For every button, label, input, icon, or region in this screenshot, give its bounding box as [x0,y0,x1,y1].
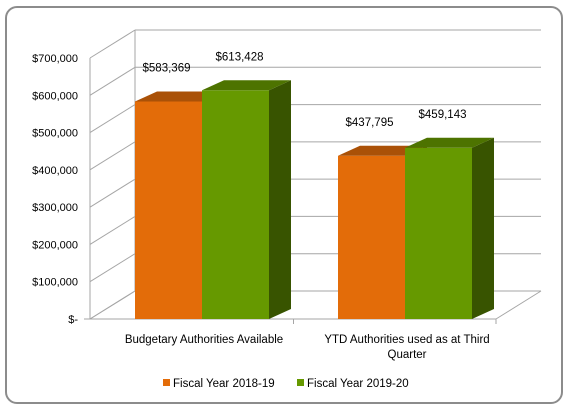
data-label-1-0: $437,795 [346,117,394,129]
legend-swatch-0 [163,379,170,386]
bar-front-1-1 [405,147,472,319]
y-tick-label-0: $- [68,314,78,326]
gridline-diagonal-1 [89,253,136,283]
legend-label-1: Fiscal Year 2019-20 [307,378,409,390]
data-labels: $583,369 $613,428 $437,795 $459,143 [143,51,467,128]
gridline-diagonal-6 [89,66,136,96]
bar-0-1 [202,80,291,319]
y-tick-label-2: $200,000 [32,239,78,251]
y-tick-label-7: $700,000 [32,53,78,65]
y-tick-label-1: $100,000 [32,277,78,289]
gridline-diagonal-3 [89,178,136,208]
legend-swatch-1 [297,379,304,386]
gridline-diagonal-2 [89,216,136,245]
bar-1-1 [405,137,494,319]
category-labels: Budgetary Authorities Available YTD Autho… [125,334,490,361]
bar-front-1-0 [338,155,405,319]
bar-front-0-1 [202,90,269,319]
gridline-diagonal-5 [89,104,136,133]
bars [135,80,494,320]
category-label-1-1: Quarter [388,349,427,361]
y-tick-labels: $- $100,000 $200,000 $300,000 $400,000 $500,0… [32,53,78,326]
floor-left-edge [89,290,136,320]
y-tick-label-3: $300,000 [32,202,78,214]
y-tick-label-4: $400,000 [32,165,78,177]
bar-side-1-1 [472,137,494,319]
bar-top-0-0 [135,91,224,102]
bar-top-1-0 [338,145,427,156]
legend-label-0: Fiscal Year 2018-19 [173,378,275,390]
bar-top-1-1 [405,137,494,148]
y-tick-label-6: $600,000 [32,90,78,102]
y-tick-label-5: $500,000 [32,128,78,140]
category-label-1-0: YTD Authorities used as at Third [324,334,489,346]
legend: Fiscal Year 2018-19 Fiscal Year 2019-20 [163,378,409,390]
category-label-0-0: Budgetary Authorities Available [125,334,283,346]
bar-front-0-0 [135,101,202,320]
bar-top-0-1 [202,80,291,91]
bar-side-0-1 [269,80,291,319]
gridline-diagonal-4 [89,141,136,171]
gridline-diagonal-7 [89,29,136,59]
floor-right-edge [495,290,542,320]
data-label-1-1: $459,143 [419,109,467,121]
data-label-0-1: $613,428 [216,51,264,63]
data-label-0-0: $583,369 [143,62,191,74]
